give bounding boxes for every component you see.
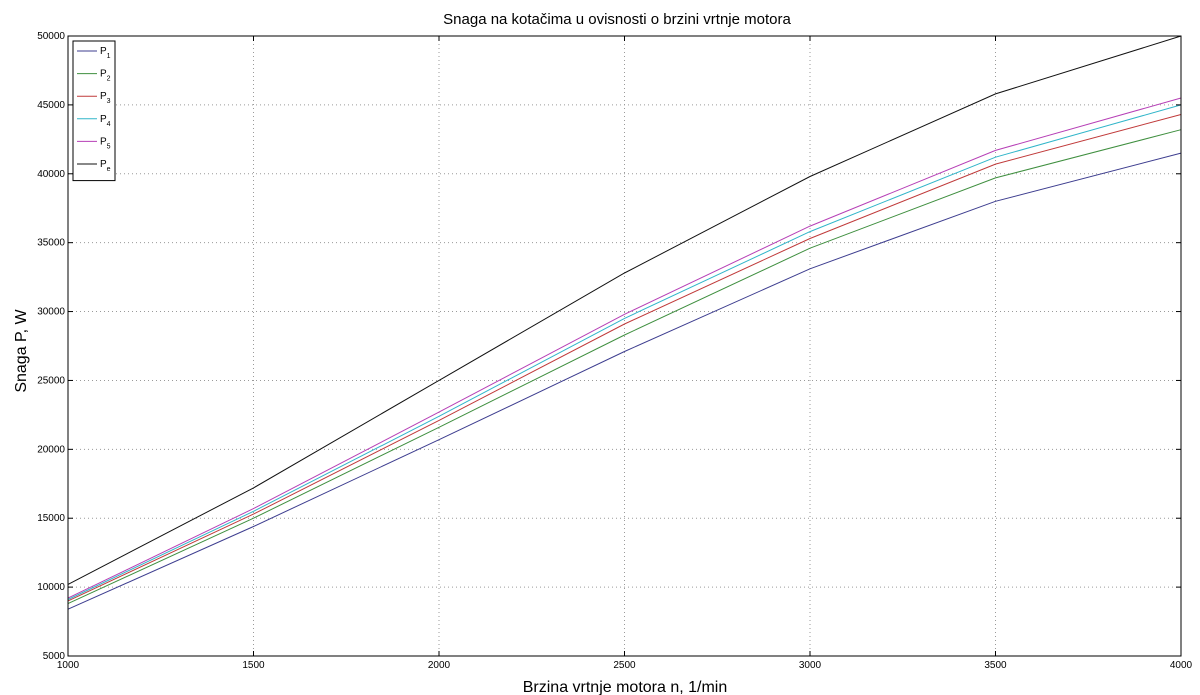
legend: P1 P2 P3 P4 P5 Pe — [72, 40, 116, 182]
legend-label: Pe — [100, 159, 111, 173]
y-tick-label: 50000 — [37, 31, 65, 42]
x-tick-label: 1500 — [242, 660, 265, 671]
series-line-P2 — [67, 129, 1182, 605]
y-tick-label: 20000 — [37, 444, 65, 455]
y-tick-label: 35000 — [37, 238, 65, 249]
series-line-P1 — [67, 152, 1182, 610]
legend-label: P1 — [100, 46, 111, 60]
series-line-P4 — [67, 104, 1182, 600]
legend-label: P5 — [100, 136, 111, 150]
y-tick-label: 45000 — [37, 100, 65, 111]
x-tick-label: 2000 — [428, 660, 451, 671]
axis-ticks: 1000 1500 2000 2500 3000 3500 4000 5000 10000 150… — [37, 31, 1192, 671]
y-axis-title: Snaga P, W — [13, 308, 30, 392]
x-tick-label: 4000 — [1170, 660, 1193, 671]
x-tick-label: 1000 — [57, 660, 80, 671]
series-lines — [67, 35, 1182, 610]
y-tick-label: 5000 — [43, 651, 66, 662]
grid — [68, 36, 1181, 656]
series-line-Pe — [67, 35, 1182, 585]
y-tick-label: 40000 — [37, 169, 65, 180]
x-tick-label: 3000 — [799, 660, 822, 671]
series-line-P3 — [67, 114, 1182, 602]
legend-box — [72, 40, 116, 182]
x-tick-label: 2500 — [613, 660, 636, 671]
legend-label: P2 — [100, 69, 111, 83]
series-line-P5 — [67, 97, 1182, 599]
chart-title: Snaga na kotačima u ovisnosti o brzini v… — [443, 11, 791, 28]
y-tick-label: 25000 — [37, 375, 65, 386]
y-tick-label: 30000 — [37, 307, 65, 318]
legend-label: P3 — [100, 91, 111, 105]
y-tick-label: 10000 — [37, 582, 65, 593]
legend-label: P4 — [100, 114, 111, 128]
x-axis-title: Brzina vrtnje motora n, 1/min — [523, 679, 728, 695]
y-tick-label: 15000 — [37, 513, 65, 524]
x-tick-label: 3500 — [984, 660, 1007, 671]
